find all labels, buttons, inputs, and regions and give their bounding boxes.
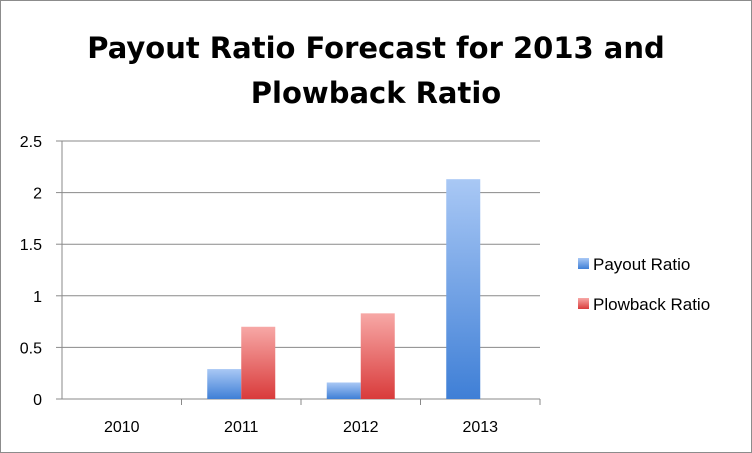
x-tick-label: 2010 <box>104 419 140 436</box>
x-tick-label: 2013 <box>462 419 498 436</box>
legend-label-plowback-ratio: Plowback Ratio <box>593 295 710 314</box>
bar-payout-ratio-2013 <box>446 179 481 399</box>
legend: Payout Ratio Plowback Ratio <box>578 255 710 314</box>
chart-title-line-2: Plowback Ratio <box>250 76 502 110</box>
legend-label-payout-ratio: Payout Ratio <box>593 255 690 274</box>
bars <box>207 179 481 399</box>
y-tick-label: 0.5 <box>20 340 42 357</box>
bar-plowback-ratio-2011 <box>241 326 276 399</box>
tick-labels: 0 0.5 1 1.5 2 2.5 2010 2011 2012 2013 <box>20 134 498 436</box>
legend-swatch-plowback-ratio <box>578 298 589 309</box>
x-tick-label: 2011 <box>224 419 259 436</box>
y-tick-label: 0 <box>33 392 42 409</box>
y-tick-label: 2.5 <box>20 134 42 151</box>
bar-plowback-ratio-2012 <box>360 313 395 399</box>
chart-title-line-1: Payout Ratio Forecast for 2013 and <box>87 31 665 65</box>
y-tick-label: 2 <box>33 186 42 203</box>
y-tick-label: 1.5 <box>20 237 42 254</box>
y-tick-label: 1 <box>33 289 42 306</box>
bar-payout-ratio-2011 <box>207 369 242 399</box>
bar-payout-ratio-2012 <box>326 382 361 399</box>
x-tick-label: 2012 <box>343 419 379 436</box>
chart-title: Payout Ratio Forecast for 2013 and Plowb… <box>0 26 752 116</box>
legend-swatch-payout-ratio <box>578 258 589 269</box>
